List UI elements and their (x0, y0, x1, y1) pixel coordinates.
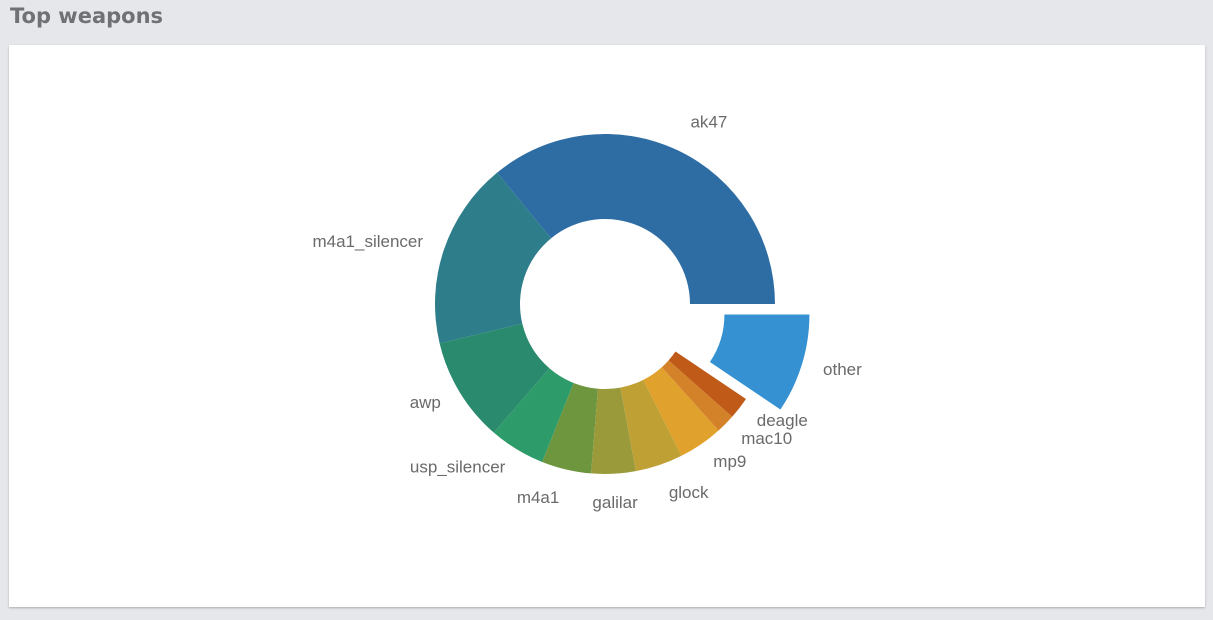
slice-label: awp (410, 393, 441, 412)
slice (542, 382, 599, 474)
slice (668, 351, 746, 417)
slice (439, 323, 550, 433)
slice (493, 368, 574, 462)
slice (643, 367, 719, 456)
slice-label: deagle (757, 411, 808, 430)
slice-label: galilar (592, 493, 638, 512)
slice (620, 379, 682, 472)
slice-label: ak47 (690, 113, 727, 132)
slice (591, 387, 636, 474)
slice-label: usp_silencer (410, 458, 506, 477)
slice-label: mp9 (713, 452, 746, 471)
slice (435, 172, 552, 344)
slice-label: mac10 (741, 429, 792, 448)
slice-label: other (823, 360, 862, 379)
slice (661, 360, 733, 431)
slice (709, 314, 810, 410)
panel-title: Top weapons (10, 4, 164, 28)
slice-label: m4a1 (517, 488, 560, 507)
slice (497, 134, 775, 304)
slice-label: glock (669, 483, 709, 502)
slice-label: m4a1_silencer (312, 232, 423, 251)
